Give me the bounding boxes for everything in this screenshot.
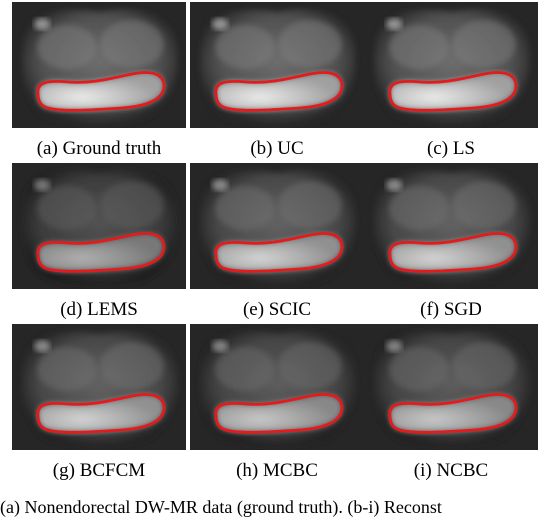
panel-h (190, 324, 364, 450)
mr-image-a (12, 2, 186, 128)
panel-i (364, 324, 538, 450)
figure-caption: (a) Nonendorectal DW-MR data (ground tru… (0, 497, 442, 517)
caption-g: (g) BCFCM (52, 460, 146, 481)
panel-f (364, 163, 538, 289)
panel-c (364, 2, 538, 128)
caption-e: (e) SCIC (242, 299, 312, 320)
mr-image-e (190, 163, 364, 289)
caption-c: (c) LS (426, 138, 475, 159)
mr-image-h (190, 324, 364, 450)
mr-image-b (190, 2, 364, 128)
panel-d (12, 163, 186, 289)
panel-a (12, 2, 186, 128)
caption-d: (d) LEMS (60, 299, 138, 320)
mr-image-c (364, 2, 538, 128)
mr-image-d (12, 163, 186, 289)
panel-g (12, 324, 186, 450)
caption-f: (f) SGD (420, 299, 482, 320)
caption-b: (b) UC (250, 138, 304, 159)
caption-h: (h) MCBC (236, 460, 318, 481)
mr-image-f (364, 163, 538, 289)
panel-b (190, 2, 364, 128)
panel-e (190, 163, 364, 289)
caption-i: (i) NCBC (413, 460, 489, 481)
mr-image-i (364, 324, 538, 450)
mr-image-g (12, 324, 186, 450)
caption-a: (a) Ground truth (36, 138, 162, 159)
